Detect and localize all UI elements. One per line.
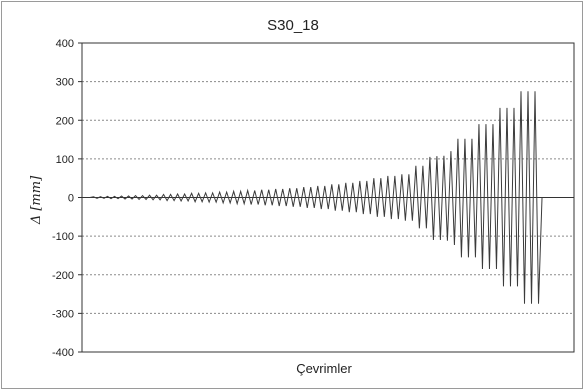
y-tick-label: 300 — [56, 77, 74, 89]
series-line — [89, 91, 543, 304]
gridlines — [82, 81, 574, 314]
y-tick-label: 100 — [56, 154, 74, 166]
y-tick-label: 0 — [68, 193, 74, 205]
y-tick-labels: 400 300 200 100 0 -100 -200 -300 -400 — [52, 38, 82, 359]
y-tick-label: -200 — [52, 270, 74, 282]
y-axis-label: Δ [mm] — [29, 175, 44, 225]
y-tick-label: 200 — [56, 115, 74, 127]
chart-title: S30_18 — [267, 17, 319, 34]
y-tick-label: -400 — [52, 347, 74, 359]
y-tick-label: 400 — [56, 38, 74, 50]
y-tick-label: -300 — [52, 308, 74, 320]
x-axis-label: Çevrimler — [296, 361, 352, 376]
y-tick-label: -100 — [52, 231, 74, 243]
